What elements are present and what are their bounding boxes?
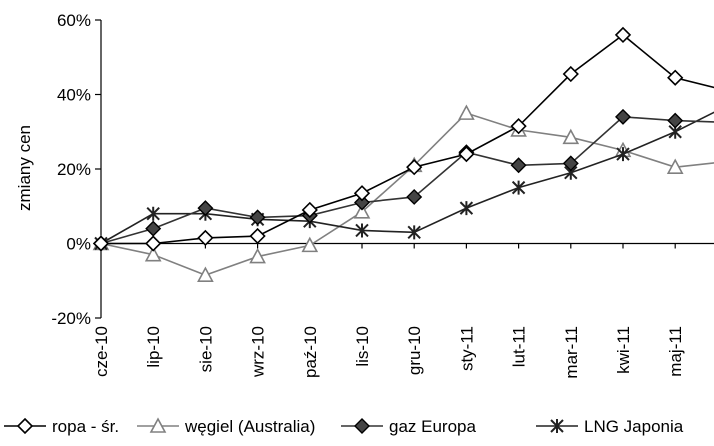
y-tick-label: -20% — [51, 309, 91, 328]
data-point — [353, 203, 371, 219]
x-tick-label: lut-11 — [510, 326, 529, 367]
data-point — [197, 266, 214, 282]
x-tick-label: wrz-10 — [249, 326, 268, 378]
data-point — [355, 223, 369, 238]
data-point — [615, 108, 631, 125]
x-tick-label: lip-10 — [144, 326, 163, 368]
x-tick-label: sie-10 — [196, 326, 215, 372]
x-tick-label: gru-10 — [405, 326, 424, 375]
legend-label: ropa - śr. — [52, 417, 119, 436]
series-layer — [92, 26, 714, 282]
data-point — [616, 147, 630, 162]
x-tick-label: mar-11 — [562, 326, 581, 379]
data-point — [458, 145, 475, 163]
data-point — [145, 235, 162, 252]
axes: -20% 0% 20% 40% 60% cze-10 lip-10 sie-10 wrz-10 p… — [51, 11, 714, 379]
x-tick-label: cze-10 — [92, 326, 111, 377]
data-point — [458, 104, 475, 120]
series-line — [100, 112, 714, 277]
legend-item: węgiel (Australia) — [137, 417, 315, 436]
data-point — [149, 417, 167, 433]
series-2 — [93, 108, 714, 252]
data-point — [354, 194, 370, 211]
series-1 — [92, 104, 714, 282]
data-point — [562, 155, 579, 172]
legend: ropa - śr. węgiel (Australia) gaz Europa LN… — [4, 417, 684, 436]
y-tick-label: 60% — [57, 11, 91, 30]
legend-label: LNG Japonia — [584, 417, 684, 436]
data-point — [145, 220, 162, 237]
data-point — [614, 26, 632, 44]
y-axis-title: zmiany cen — [15, 125, 34, 211]
legend-label: gaz Europa — [389, 417, 476, 436]
data-point — [407, 225, 421, 240]
x-tick-label: paź-10 — [301, 326, 320, 378]
data-point — [301, 236, 319, 253]
data-point — [301, 201, 318, 219]
data-point — [249, 227, 266, 245]
data-point — [144, 245, 162, 262]
data-point — [406, 159, 423, 176]
data-point — [459, 201, 474, 216]
data-point — [666, 158, 684, 174]
series-line — [100, 111, 714, 245]
x-tick-label: maj-11 — [666, 326, 685, 377]
data-point — [197, 200, 214, 217]
data-point — [511, 180, 526, 195]
x-tick-label: kwi-11 — [614, 326, 633, 374]
y-tick-label: 0% — [66, 235, 91, 254]
data-point — [249, 247, 266, 264]
x-tick-label: sty-11 — [457, 326, 476, 371]
data-point — [562, 128, 580, 145]
data-point — [353, 185, 371, 202]
data-point — [510, 118, 527, 135]
data-point — [197, 229, 214, 247]
series-0 — [92, 26, 714, 252]
data-point — [16, 417, 34, 435]
series-line — [100, 116, 714, 245]
x-tick-label: lis-10 — [353, 326, 372, 367]
legend-label: węgiel (Australia) — [184, 417, 315, 436]
data-point — [146, 206, 160, 221]
data-point — [667, 112, 684, 129]
data-point — [354, 418, 370, 434]
data-point — [667, 69, 684, 86]
data-point — [406, 188, 423, 205]
data-point — [92, 235, 110, 252]
y-tick-label: 40% — [57, 86, 91, 105]
y-tick-label: 20% — [57, 160, 91, 179]
data-point — [550, 419, 564, 433]
legend-item: ropa - śr. — [4, 417, 119, 436]
data-point — [562, 65, 579, 83]
data-point — [249, 209, 266, 226]
legend-item: gaz Europa — [341, 417, 476, 436]
legend-item: LNG Japonia — [536, 417, 684, 436]
data-point — [510, 157, 527, 174]
